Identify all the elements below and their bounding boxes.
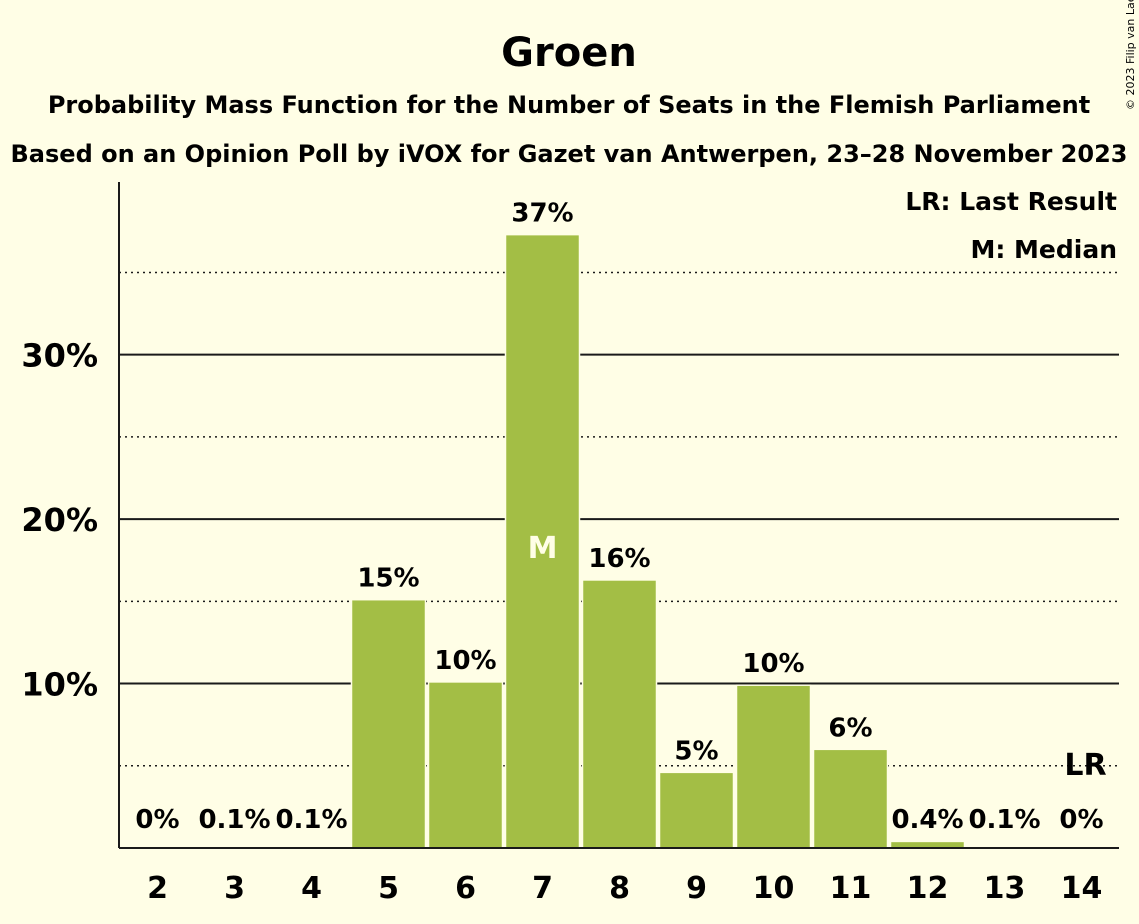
data-label-14: 0% xyxy=(1059,805,1103,835)
x-tick-9: 9 xyxy=(686,871,707,906)
x-tick-14: 14 xyxy=(1061,871,1103,906)
x-tick-11: 11 xyxy=(830,871,872,906)
data-label-2: 0% xyxy=(135,805,179,835)
x-tick-2: 2 xyxy=(147,871,168,906)
data-label-3: 0.1% xyxy=(198,805,270,835)
data-label-10: 10% xyxy=(742,649,804,679)
bar-9 xyxy=(658,771,735,849)
bar-5 xyxy=(350,598,427,849)
chart-title: Groen xyxy=(501,30,637,76)
chart-subtitle-source: Based on an Opinion Poll by iVOX for Gaz… xyxy=(11,140,1128,168)
bar-11 xyxy=(812,748,889,849)
x-tick-4: 4 xyxy=(301,871,322,906)
data-label-7: 37% xyxy=(511,199,573,229)
x-tick-10: 10 xyxy=(753,871,795,906)
markers: M LR xyxy=(528,531,1107,783)
y-tick-label: 30% xyxy=(21,337,98,375)
data-label-8: 16% xyxy=(588,544,650,574)
y-tick-label: 20% xyxy=(21,501,98,539)
x-tick-5: 5 xyxy=(378,871,399,906)
legend-median: M: Median xyxy=(970,235,1117,264)
bar-10 xyxy=(735,684,812,849)
bar-8 xyxy=(581,579,658,849)
bar-7 xyxy=(504,233,581,849)
x-tick-7: 7 xyxy=(532,871,553,906)
y-axis: 10% 20% 30% xyxy=(21,182,120,848)
x-tick-6: 6 xyxy=(455,871,476,906)
chart-subtitle: Probability Mass Function for the Number… xyxy=(48,91,1090,119)
data-label-6: 10% xyxy=(434,646,496,676)
data-labels: 0% 0.1% 0.1%15%10%37%16%5%10%6%0.4% 0.1% 0% xyxy=(135,199,1103,835)
y-tick-label: 10% xyxy=(21,666,98,704)
bar-6 xyxy=(427,681,504,849)
x-tick-3: 3 xyxy=(224,871,245,906)
data-label-13: 0.1% xyxy=(968,805,1040,835)
x-axis: 2 3 4 5 6 7 8 9 10 11 12 13 14 xyxy=(119,847,1119,906)
x-tick-12: 12 xyxy=(907,871,949,906)
data-label-4: 0.1% xyxy=(275,805,347,835)
data-label-12: 0.4% xyxy=(891,805,963,835)
legend-last-result: LR: Last Result xyxy=(905,187,1117,216)
x-tick-8: 8 xyxy=(609,871,630,906)
x-tick-13: 13 xyxy=(984,871,1026,906)
median-marker: M xyxy=(528,531,558,566)
data-label-11: 6% xyxy=(828,713,872,743)
data-label-9: 5% xyxy=(674,736,718,766)
bars xyxy=(196,233,1043,849)
copyright: © 2023 Filip van Laenen xyxy=(1124,0,1137,110)
data-label-5: 15% xyxy=(357,564,419,594)
last-result-marker: LR xyxy=(1064,748,1106,783)
